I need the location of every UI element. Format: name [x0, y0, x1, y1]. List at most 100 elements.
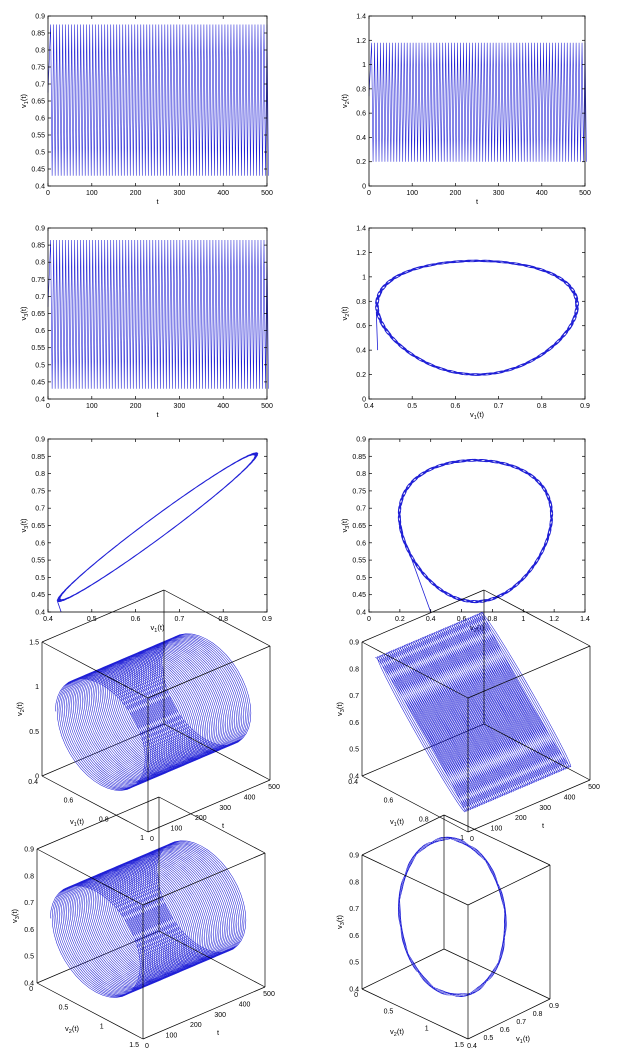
y-tick-label: 0.8 [35, 48, 45, 55]
y-axis-label: v2(t) [340, 94, 351, 108]
a-axis-tick-label: 500 [268, 784, 280, 791]
z-axis-tick-label: 0.4 [349, 774, 359, 781]
b-axis-tick-label: 1 [100, 1023, 104, 1030]
y-tick-label: 0.6 [356, 540, 366, 547]
a-axis-tick-label: 200 [515, 815, 527, 822]
y-tick-label: 0.6 [35, 116, 45, 123]
y-tick-label: 0.65 [352, 523, 366, 530]
trace-p5 [56, 452, 259, 613]
box-front-edge [443, 948, 551, 1000]
a-axis-tick-label: 0.7 [516, 1019, 526, 1026]
trace-p4 [375, 259, 579, 376]
box-front-edge [163, 723, 271, 781]
x-axis-label: t [156, 410, 159, 419]
box-front-edge [163, 589, 271, 647]
z-axis-label: v2(t) [15, 702, 26, 716]
a-axis-tick-label: 0 [150, 836, 154, 843]
x-axis-label: v1(t) [151, 623, 165, 634]
a-axis-tick-label: 200 [190, 1022, 202, 1029]
box-back-edge [36, 930, 160, 984]
b-axis-tick-label: 1.5 [129, 1042, 139, 1049]
y-tick-label: 0.75 [352, 488, 366, 495]
y-tick-label: 1 [362, 274, 366, 281]
x-axis-label: t [156, 197, 159, 206]
z-axis-label: v3(t) [335, 702, 346, 716]
panel-p1: 0 100 200 300 400 500 0.4 0.45 0.5 0.55 0.6 0.65 0.7… [19, 14, 273, 207]
y-axis-label: v1(t) [19, 94, 30, 108]
trace-p2 [368, 42, 587, 162]
trace-p7 [55, 633, 252, 791]
y-tick-label: 0.8 [35, 471, 45, 478]
x-tick-label: 100 [406, 190, 418, 197]
box-back-edge [361, 988, 469, 1040]
b-axis-tick-label: 0 [29, 986, 33, 993]
x-tick-label: 1.2 [549, 616, 559, 623]
y-tick-label: 0.9 [356, 437, 366, 444]
a-axis-tick-label: 500 [263, 991, 275, 998]
trace-p9 [50, 840, 247, 998]
y-tick-label: 0.65 [31, 311, 45, 318]
b-axis-tick-label: 0.8 [419, 816, 429, 823]
y-tick-label: 0.45 [31, 379, 45, 386]
b-axis-tick-label: 1 [460, 835, 464, 842]
trace-p6 [397, 458, 554, 613]
b-axis-tick-label: 0.8 [99, 816, 109, 823]
box-front-edge [467, 645, 591, 699]
x-tick-label: 0.8 [537, 403, 547, 410]
box-front-edge [361, 814, 445, 856]
y-tick-label: 0.5 [356, 575, 366, 582]
y-tick-label: 0.7 [35, 506, 45, 513]
y-tick-label: 0.4 [35, 397, 45, 404]
panel-p6: 0 0.2 0.4 0.6 0.8 1 1.2 1.4 0.4 0.45 0.5 0.55 0.6 0.6… [340, 437, 590, 635]
z-axis-tick-label: 0.6 [349, 720, 359, 727]
panel-p10: 0.40.50.60.70.80.900.511.50.40.50.60.70.… [335, 814, 559, 1050]
a-axis-tick-label: 100 [491, 826, 503, 833]
box-back-edge [41, 775, 149, 833]
x-tick-label: 200 [450, 190, 462, 197]
z-axis-tick-label: 0.6 [24, 927, 34, 934]
y-tick-label: 0.7 [356, 506, 366, 513]
y-tick-label: 0 [362, 184, 366, 191]
y-tick-label: 0.9 [35, 226, 45, 233]
x-tick-label: 300 [493, 190, 505, 197]
box-front-edge [467, 779, 591, 833]
y-axis-label: v2(t) [340, 306, 351, 320]
b-axis-tick-label: 0.5 [384, 1009, 394, 1016]
z-axis-tick-label: 0.7 [349, 906, 359, 913]
y-tick-label: 0 [362, 397, 366, 404]
b-axis-tick-label: 0.6 [384, 798, 394, 805]
z-axis-tick-label: 0.9 [24, 847, 34, 854]
box-front-edge [36, 796, 160, 850]
y-tick-label: 0.6 [35, 540, 45, 547]
x-axis-label: t [476, 197, 479, 206]
b-axis-tick-label: 0.5 [59, 1005, 69, 1012]
a-axis-label: t [217, 1028, 220, 1037]
a-axis-tick-label: 200 [195, 815, 207, 822]
box-front-edge [41, 641, 149, 699]
a-axis-tick-label: 300 [539, 805, 551, 812]
a-axis-label: v1(t) [516, 1034, 530, 1045]
b-axis-label: v2(t) [65, 1024, 79, 1035]
b-axis-tick-label: 0 [354, 992, 358, 999]
y-tick-label: 0.7 [35, 82, 45, 89]
trace-p10 [398, 836, 507, 998]
b-axis-label: v2(t) [390, 1027, 404, 1038]
x-axis-label: v1(t) [470, 410, 484, 421]
x-tick-label: 300 [174, 190, 186, 197]
axes-frame-p5 [47, 438, 268, 613]
z-axis-tick-label: 0.9 [349, 640, 359, 647]
box-front-edge [467, 864, 551, 906]
b-axis-tick-label: 1 [140, 835, 144, 842]
a-axis-tick-label: 400 [564, 794, 576, 801]
x-tick-label: 0.5 [87, 616, 97, 623]
box-front-edge [158, 930, 266, 988]
x-tick-label: 100 [86, 190, 98, 197]
x-tick-label: 400 [217, 190, 229, 197]
x-tick-label: 200 [130, 403, 142, 410]
x-tick-label: 0 [367, 616, 371, 623]
y-tick-label: 0.55 [31, 133, 45, 140]
z-axis-tick-label: 0.5 [24, 954, 34, 961]
z-axis-label: v3(t) [335, 915, 346, 929]
x-tick-label: 0.4 [43, 616, 53, 623]
y-tick-label: 0.85 [31, 31, 45, 38]
